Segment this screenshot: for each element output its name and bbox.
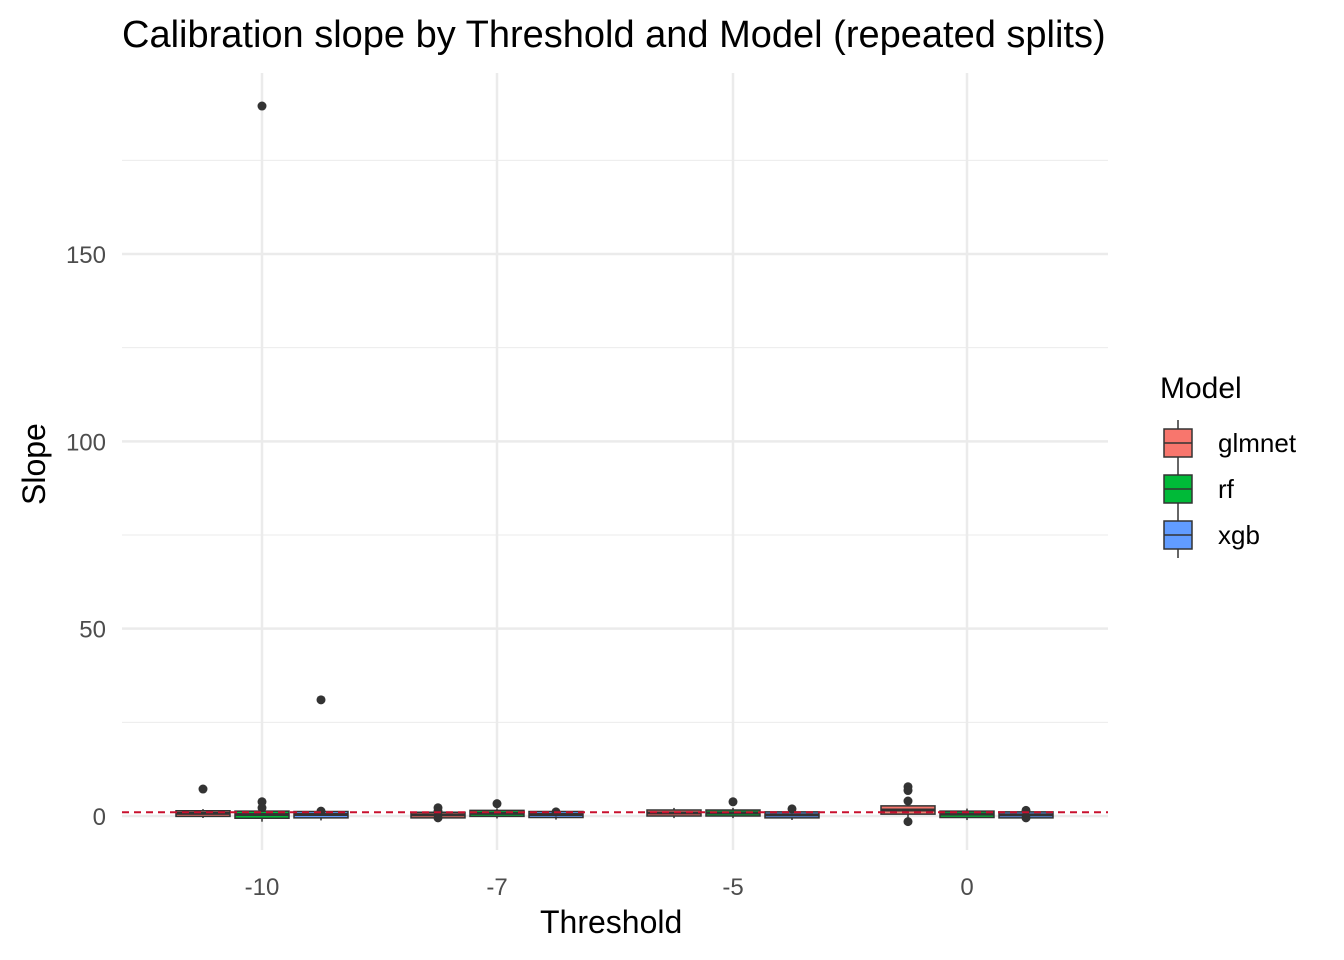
box-xgb-0 xyxy=(998,805,1054,823)
x-tick-label: -5 xyxy=(722,874,743,901)
y-tick-label: 150 xyxy=(66,242,106,269)
y-tick-label: 0 xyxy=(93,804,106,831)
legend-key-rf xyxy=(1163,466,1193,512)
outlier-point xyxy=(316,806,326,816)
legend-label-rf: rf xyxy=(1218,473,1234,504)
legend-label-xgb: xgb xyxy=(1218,519,1260,550)
legend-key-glmnet xyxy=(1163,420,1193,466)
box-xgb--10 xyxy=(293,695,349,821)
box-layer xyxy=(175,101,1054,827)
legend-item-rf: rf xyxy=(1160,466,1296,512)
legend-item-xgb: xgb xyxy=(1160,512,1296,558)
x-axis-label: Threshold xyxy=(540,904,683,940)
outlier-point xyxy=(903,786,913,796)
outlier-point xyxy=(1021,813,1031,823)
box-xgb--7 xyxy=(528,807,584,820)
x-tick-label: -10 xyxy=(245,874,280,901)
outlier-point xyxy=(787,804,797,814)
box-rf--7 xyxy=(469,799,525,819)
legend: Model glmnet rf xgb xyxy=(1160,372,1296,558)
legend-title: Model xyxy=(1160,372,1242,405)
box-rf--10 xyxy=(234,101,290,822)
box-rf-0 xyxy=(939,808,995,821)
x-tick-label: 0 xyxy=(960,874,973,901)
y-tick-labels: 0 50 100 150 xyxy=(66,242,106,831)
x-tick-labels: -10 -7 -5 0 xyxy=(245,874,974,901)
legend-item-glmnet: glmnet xyxy=(1160,420,1296,466)
y-tick-label: 100 xyxy=(66,429,106,456)
chart-title: Calibration slope by Threshold and Model… xyxy=(122,14,1106,56)
outlier-point xyxy=(492,799,502,809)
outlier-point xyxy=(433,813,443,823)
y-axis-label: Slope xyxy=(16,423,52,505)
outlier-point xyxy=(728,797,738,807)
y-tick-label: 50 xyxy=(79,617,106,644)
box-glmnet--10 xyxy=(175,784,231,819)
box-xgb--5 xyxy=(764,804,820,820)
outlier-point xyxy=(257,803,267,813)
outlier-point xyxy=(316,695,326,705)
outlier-point xyxy=(198,784,208,794)
box-glmnet-0 xyxy=(880,782,936,827)
outlier-point xyxy=(903,817,913,827)
x-tick-label: -7 xyxy=(486,874,507,901)
outlier-point xyxy=(257,101,267,111)
grid-layer xyxy=(122,73,1108,850)
legend-key-xgb xyxy=(1163,512,1193,558)
outlier-point xyxy=(903,796,913,806)
legend-label-glmnet: glmnet xyxy=(1218,427,1297,458)
